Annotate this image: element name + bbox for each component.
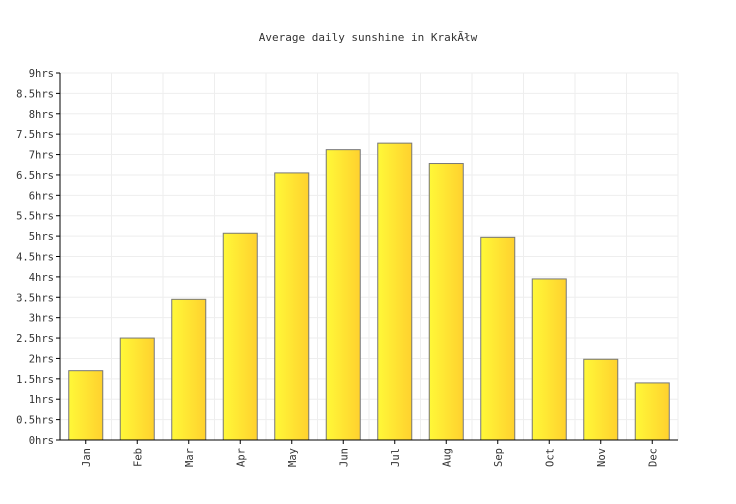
y-tick-label: 9hrs — [29, 68, 54, 80]
y-tick-label: 6hrs — [29, 190, 54, 202]
x-tick-label: Jun — [338, 448, 350, 467]
chart-title: Average daily sunshine in KrakÃłw — [259, 31, 478, 44]
y-tick-label: 1.5hrs — [16, 374, 54, 386]
bar-feb — [119, 337, 155, 441]
y-tick-label: 7.5hrs — [16, 129, 54, 141]
y-axis-ticks: 0hrs 0.5hrs 1hrs 1.5hrs 2hrs 2.5hrs 3hrs 3.5hrs… — [16, 68, 60, 447]
x-tick-label: Nov — [596, 448, 608, 467]
bar-oct — [531, 278, 567, 441]
x-tick-label: Dec — [647, 448, 659, 467]
x-axis-ticks: Jan Feb Mar Apr May Jun Jul Aug Sep Oct Nov Dec — [81, 440, 659, 467]
bar-jul — [377, 142, 413, 441]
y-tick-label: 8hrs — [29, 109, 54, 121]
bar-jun — [325, 149, 361, 441]
bar-apr — [222, 232, 258, 441]
x-tick-label: May — [287, 448, 299, 467]
grid-lines — [59, 72, 679, 440]
x-tick-label: Mar — [184, 448, 196, 467]
y-tick-label: 3.5hrs — [16, 292, 54, 304]
bar-dec — [634, 382, 670, 441]
x-tick-label: Feb — [132, 448, 144, 467]
y-tick-label: 3hrs — [29, 313, 54, 325]
y-tick-label: 7hrs — [29, 150, 54, 162]
x-tick-label: Jan — [81, 448, 93, 467]
y-tick-label: 2hrs — [29, 353, 54, 365]
y-tick-label: 0hrs — [29, 435, 54, 447]
bar-jan — [68, 370, 104, 441]
bar-may — [274, 172, 310, 441]
y-tick-label: 1hrs — [29, 394, 54, 406]
x-tick-label: Aug — [441, 448, 453, 467]
y-tick-label: 4.5hrs — [16, 252, 54, 264]
bar-aug — [428, 163, 464, 441]
y-tick-label: 6.5hrs — [16, 170, 54, 182]
bar-nov — [583, 358, 619, 441]
x-tick-label: Jul — [390, 448, 402, 467]
bar-sep — [480, 236, 516, 441]
x-tick-label: Sep — [493, 448, 505, 467]
bar-mar — [171, 298, 207, 441]
x-tick-label: Oct — [544, 448, 556, 467]
x-tick-label: Apr — [235, 448, 247, 467]
y-tick-label: 5hrs — [29, 231, 54, 243]
y-tick-label: 0.5hrs — [16, 415, 54, 427]
bars-group — [68, 142, 670, 441]
y-tick-label: 2.5hrs — [16, 333, 54, 345]
y-tick-label: 4hrs — [29, 272, 54, 284]
y-tick-label: 5.5hrs — [16, 211, 54, 223]
y-tick-label: 8.5hrs — [16, 88, 54, 100]
